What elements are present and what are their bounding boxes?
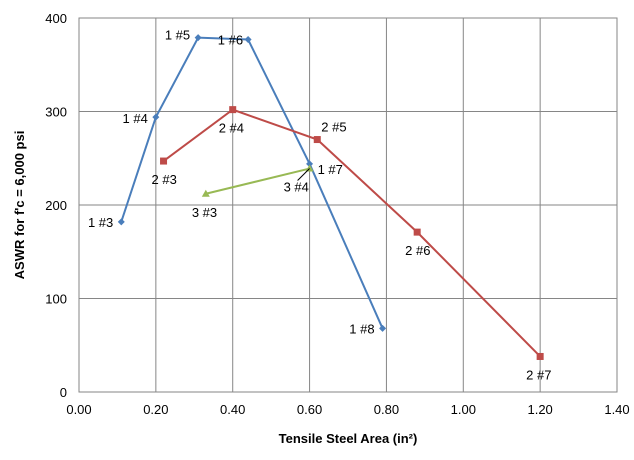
- point-label: 2 #7: [526, 367, 551, 382]
- series-1-point: [244, 36, 252, 44]
- series-2-line: [162, 108, 541, 358]
- series-1-point: [194, 34, 202, 42]
- series-1-line: [120, 36, 384, 329]
- y-tick-label: 100: [45, 292, 67, 307]
- series-layer: [117, 34, 544, 360]
- plot-area: [78, 17, 618, 393]
- series-2-point: [413, 228, 421, 236]
- series-1-point: [117, 218, 125, 226]
- point-label: 3 #4: [284, 180, 309, 195]
- series-3-point: [305, 164, 314, 172]
- series-2-point: [160, 157, 168, 165]
- point-label: 2 #6: [405, 243, 430, 258]
- x-tick-label: 0.80: [374, 402, 399, 417]
- series-2-point: [536, 352, 544, 360]
- point-label: 1 #5: [165, 28, 190, 43]
- point-label: 3 #3: [192, 205, 217, 220]
- point-label: 1 #4: [123, 111, 148, 126]
- point-label: 1 #7: [318, 162, 343, 177]
- y-tick-label: 200: [45, 198, 67, 213]
- series-2-point: [229, 106, 237, 114]
- series-1: [117, 34, 387, 332]
- point-label: 2 #5: [321, 120, 346, 135]
- point-labels: 1 #3 1 #4 1 #5 1 #6 1 #7 1 #8 2 #3 2 #4 2 #5 2 #6…: [88, 28, 551, 383]
- y-tick-label: 300: [45, 105, 67, 120]
- point-label: 1 #8: [349, 321, 374, 336]
- series-3-line: [205, 167, 310, 195]
- tick-labels: 0.00 0.20 0.40 0.60 0.80 1.00 1.20 1.40 0 100 200 3…: [45, 11, 629, 417]
- x-tick-label: 0.00: [66, 402, 91, 417]
- leader-line: [297, 168, 310, 181]
- series-3-point: [201, 189, 210, 197]
- x-tick-label: 1.20: [527, 402, 552, 417]
- x-axis-title: Tensile Steel Area (in²): [279, 431, 418, 446]
- series-1-point: [379, 324, 387, 332]
- x-tick-label: 1.40: [604, 402, 629, 417]
- x-tick-label: 0.40: [220, 402, 245, 417]
- series-2: [160, 106, 544, 360]
- series-1-point: [306, 160, 314, 168]
- point-label: 1 #3: [88, 215, 113, 230]
- point-label: 2 #3: [152, 172, 177, 187]
- y-tick-label: 0: [60, 385, 67, 400]
- x-tick-label: 0.60: [297, 402, 322, 417]
- series-2-point: [313, 136, 321, 144]
- y-tick-label: 400: [45, 11, 67, 26]
- series-1-point: [152, 113, 160, 121]
- series-3: [201, 164, 314, 197]
- grid-lines: [78, 17, 618, 393]
- point-label: 1 #6: [218, 33, 243, 48]
- x-tick-label: 0.20: [143, 402, 168, 417]
- point-label: 2 #4: [219, 121, 244, 136]
- x-tick-label: 1.00: [451, 402, 476, 417]
- y-axis-title: ASWR for f'c = 6,000 psi: [12, 131, 27, 280]
